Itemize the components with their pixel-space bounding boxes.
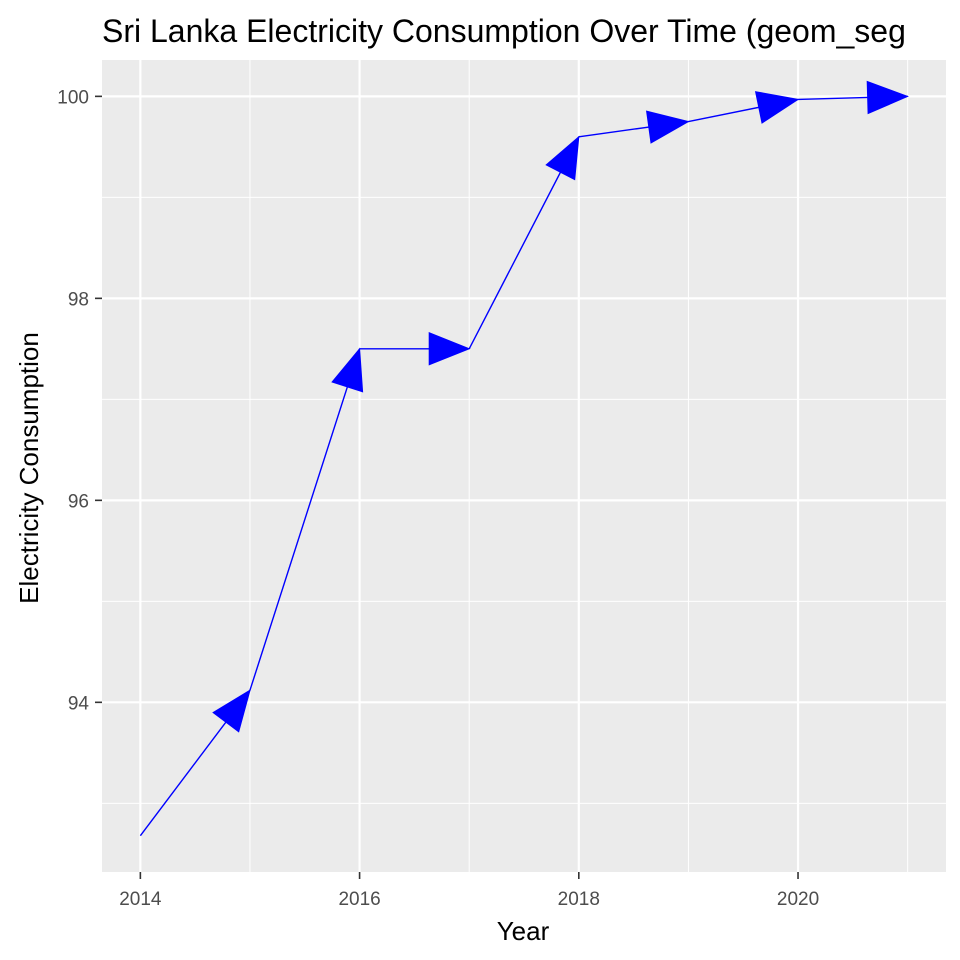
minor-gridlines-x bbox=[249, 60, 909, 872]
minor-gridlines-y bbox=[102, 196, 946, 804]
x-tick-label-1: 2016 bbox=[338, 889, 380, 910]
y-tick-label-1: 96 bbox=[68, 491, 89, 512]
arrowhead-4 bbox=[646, 110, 690, 144]
arrowhead-6 bbox=[866, 80, 909, 115]
x-tick-label-3: 2020 bbox=[777, 889, 819, 910]
plot-panel-background bbox=[102, 60, 946, 872]
y-tick-label-0: 94 bbox=[68, 693, 90, 714]
data-arrowheads bbox=[212, 80, 909, 733]
y-axis-tick-labels: 94 96 98 100 bbox=[57, 87, 89, 714]
x-tick-label-0: 2014 bbox=[119, 889, 162, 910]
arrowhead-5 bbox=[754, 91, 800, 124]
arrowhead-0 bbox=[212, 689, 251, 733]
arrowhead-1 bbox=[331, 347, 364, 393]
x-tick-label-2: 2018 bbox=[558, 889, 600, 910]
x-axis-title: Year bbox=[497, 916, 550, 946]
y-axis-ticks bbox=[95, 95, 102, 704]
arrowhead-3 bbox=[545, 135, 580, 181]
chart-title: Sri Lanka Electricity Consumption Over T… bbox=[102, 13, 906, 49]
x-axis-ticks bbox=[139, 872, 799, 879]
major-gridlines-y bbox=[102, 95, 946, 704]
y-tick-label-2: 98 bbox=[68, 289, 89, 310]
arrowhead-2 bbox=[428, 332, 471, 366]
segment-1 bbox=[249, 348, 361, 691]
y-axis-title: Electricity Consumption bbox=[14, 332, 44, 604]
x-axis-tick-labels: 2014 2016 2018 2020 bbox=[119, 889, 819, 910]
major-gridlines-x bbox=[139, 60, 800, 872]
y-tick-label-3: 100 bbox=[57, 87, 89, 108]
